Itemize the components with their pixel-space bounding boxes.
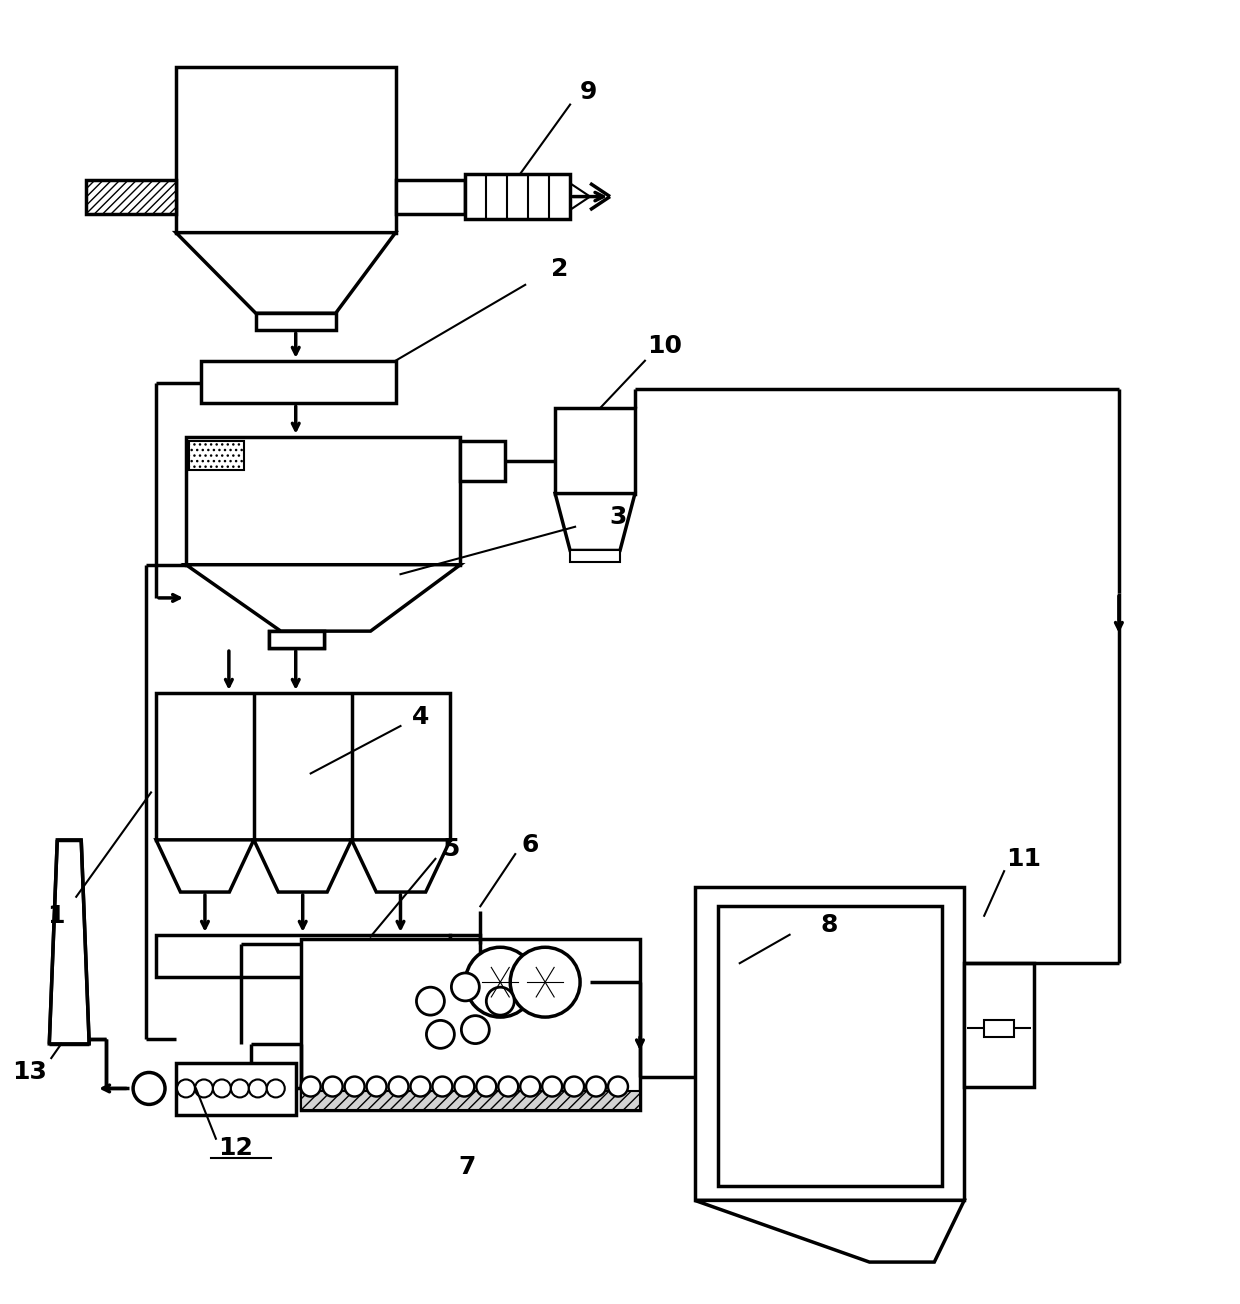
Text: 4: 4 — [412, 704, 429, 729]
Bar — [156, 692, 450, 840]
Bar — [176, 67, 396, 232]
Bar — [269, 631, 324, 648]
Text: 3: 3 — [609, 505, 626, 529]
Circle shape — [433, 1077, 453, 1097]
Circle shape — [213, 1080, 231, 1098]
Polygon shape — [694, 1201, 965, 1262]
Circle shape — [301, 1077, 321, 1097]
Bar — [556, 408, 635, 493]
Text: 12: 12 — [218, 1136, 253, 1161]
Bar — [570, 550, 620, 562]
Circle shape — [267, 1080, 285, 1098]
Polygon shape — [176, 232, 396, 313]
Bar — [269, 631, 324, 648]
Circle shape — [461, 1016, 490, 1043]
Text: 7: 7 — [459, 1155, 476, 1179]
Circle shape — [417, 987, 444, 1015]
Circle shape — [465, 947, 536, 1017]
Bar — [450, 935, 480, 978]
Text: 8: 8 — [821, 913, 838, 938]
Bar — [156, 935, 450, 978]
Bar — [186, 437, 460, 565]
Bar — [188, 441, 244, 469]
Bar — [718, 906, 942, 1187]
Circle shape — [476, 1077, 496, 1097]
Bar — [985, 1020, 1014, 1037]
Text: 9: 9 — [579, 81, 596, 104]
Text: 1: 1 — [47, 904, 64, 927]
Circle shape — [345, 1077, 365, 1097]
Bar — [176, 1063, 295, 1115]
Circle shape — [608, 1077, 627, 1097]
Bar — [255, 313, 336, 330]
Polygon shape — [50, 840, 89, 1043]
Circle shape — [427, 1021, 454, 1048]
Bar — [460, 441, 505, 481]
Text: 2: 2 — [552, 257, 569, 280]
Bar — [965, 964, 1034, 1086]
Circle shape — [410, 1077, 430, 1097]
Bar — [396, 180, 465, 214]
Circle shape — [564, 1077, 584, 1097]
Polygon shape — [556, 493, 635, 550]
Bar — [87, 180, 176, 214]
Bar — [694, 887, 965, 1201]
Circle shape — [587, 1077, 606, 1097]
Circle shape — [133, 1072, 165, 1104]
Circle shape — [367, 1077, 387, 1097]
Text: 6: 6 — [522, 833, 539, 857]
Circle shape — [249, 1080, 267, 1098]
Circle shape — [195, 1080, 213, 1098]
Polygon shape — [156, 840, 254, 892]
Text: 13: 13 — [12, 1060, 47, 1085]
Circle shape — [498, 1077, 518, 1097]
Polygon shape — [254, 840, 352, 892]
Bar — [301, 1091, 640, 1110]
Bar — [465, 173, 570, 219]
Bar — [201, 361, 396, 403]
Circle shape — [451, 973, 480, 1001]
Bar — [301, 939, 640, 1110]
Text: 10: 10 — [647, 335, 682, 359]
Polygon shape — [186, 565, 460, 631]
Circle shape — [542, 1077, 562, 1097]
Circle shape — [231, 1080, 249, 1098]
Circle shape — [486, 987, 515, 1015]
Circle shape — [322, 1077, 342, 1097]
Circle shape — [454, 1077, 475, 1097]
Circle shape — [510, 947, 580, 1017]
Text: 11: 11 — [1007, 846, 1042, 871]
Text: 5: 5 — [441, 837, 459, 862]
Polygon shape — [352, 840, 450, 892]
Circle shape — [521, 1077, 541, 1097]
Circle shape — [177, 1080, 195, 1098]
Circle shape — [388, 1077, 408, 1097]
